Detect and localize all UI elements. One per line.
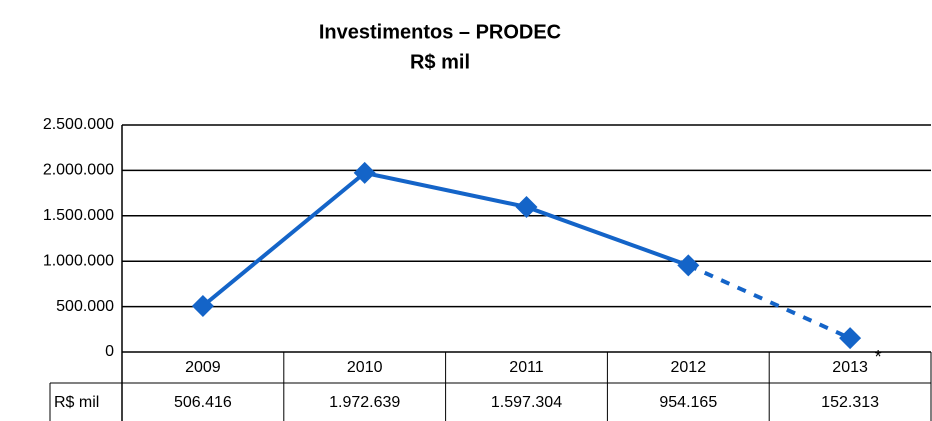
y-tick-label: 1.000.000 [43, 252, 114, 269]
marker [677, 254, 700, 277]
annotation: * [875, 347, 882, 367]
marker [191, 295, 214, 318]
y-tick-label: 2.500.000 [43, 116, 114, 133]
table-value: 152.313 [821, 394, 879, 411]
table-value: 1.972.639 [329, 394, 400, 411]
chart-subtitle: R$ mil [410, 51, 470, 73]
x-tick-label: 2012 [671, 359, 707, 376]
series-line [201, 170, 689, 308]
chart-title: Investimentos – PRODEC [319, 21, 561, 43]
y-tick-label: 500.000 [56, 298, 114, 315]
table-value: 506.416 [174, 394, 232, 411]
x-tick-label: 2013 [832, 359, 868, 376]
table-row-label: R$ mil [54, 394, 99, 411]
series-line-dashed [687, 263, 851, 340]
x-tick-label: 2009 [185, 359, 221, 376]
x-tick-label: 2010 [347, 359, 383, 376]
table-value: 1.597.304 [491, 394, 562, 411]
table-value: 954.165 [659, 394, 717, 411]
y-tick-label: 1.500.000 [43, 207, 114, 224]
y-tick-label: 0 [105, 343, 114, 360]
x-tick-label: 2011 [509, 359, 544, 376]
marker [839, 327, 862, 350]
marker [515, 195, 538, 218]
y-tick-label: 2.000.000 [43, 162, 114, 179]
marker [353, 161, 376, 184]
